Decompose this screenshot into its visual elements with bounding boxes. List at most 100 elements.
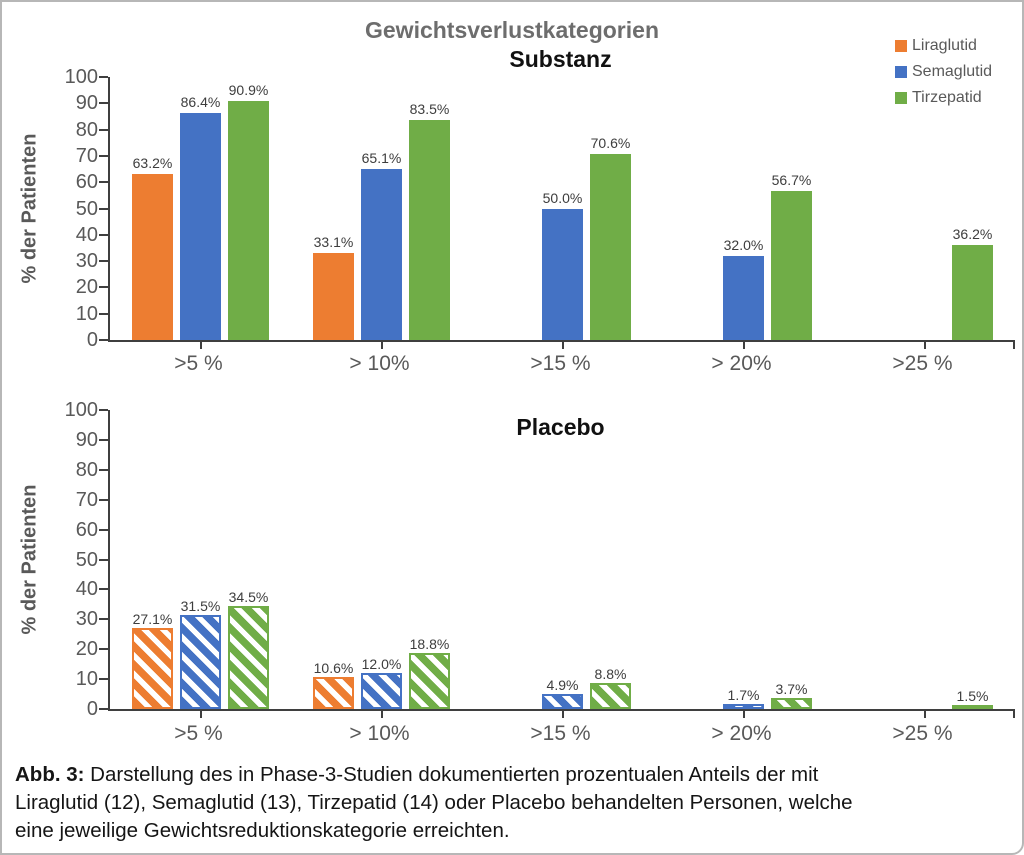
bar-slot: 50.0% bbox=[542, 77, 583, 340]
legend-item-tirzepatid: Tirzepatid bbox=[895, 90, 992, 106]
bar-value-label: 70.6% bbox=[590, 135, 631, 152]
category-group: 4.9% 8.8% bbox=[472, 410, 653, 718]
category-group: 27.1% 31.5% 34.5% bbox=[110, 410, 291, 718]
plot-area-placebo: 27.1% 31.5% 34.5% 10.6% 12.0% 18.8% 4.9% 8.8% 1.… bbox=[99, 409, 1015, 718]
bar-slot: 65.1% bbox=[361, 77, 402, 340]
caption-line: Abb. 3: Darstellung des in Phase-3-Studi… bbox=[15, 761, 1010, 789]
bar-tirzepatid: 83.5% bbox=[409, 102, 450, 340]
y-tick-mark bbox=[99, 588, 108, 591]
y-tick-label: 100 bbox=[64, 399, 98, 421]
bar-slot: 31.5% bbox=[180, 410, 221, 709]
x-axis-category-label: > 10% bbox=[349, 722, 410, 745]
category-group: 32.0% 56.7% bbox=[653, 77, 834, 349]
legend-label: Tirzepatid bbox=[912, 89, 982, 106]
y-tick-mark bbox=[99, 233, 108, 236]
bar-value-label: 18.8% bbox=[409, 635, 450, 652]
x-tick-mark bbox=[380, 711, 383, 718]
y-tick-mark bbox=[99, 260, 108, 263]
category-group: 1.5% bbox=[834, 410, 1015, 718]
bar-liraglutid: 33.1% bbox=[313, 235, 354, 340]
bar-value-label: 32.0% bbox=[723, 236, 764, 253]
bar-value-label: 63.2% bbox=[132, 154, 173, 171]
bar-value-label: 27.1% bbox=[132, 610, 173, 627]
category-group: 63.2% 86.4% 90.9% bbox=[110, 77, 291, 349]
x-axis-category-label: >15 % bbox=[530, 352, 591, 375]
y-tick-label: 60 bbox=[75, 518, 98, 541]
chart-subtitle-substanz: Substanz bbox=[509, 46, 612, 72]
bar-value-label: 31.5% bbox=[180, 597, 221, 614]
x-axis-category-label: > 20% bbox=[711, 722, 772, 745]
y-tick-mark bbox=[99, 207, 108, 210]
y-tick-label: 20 bbox=[75, 276, 98, 299]
x-axis-labels: >5 % > 10% >15 % > 20% >25 % bbox=[108, 723, 1013, 744]
y-axis-tick-labels: 0 10 20 30 40 50 60 70 80 90 100 bbox=[42, 400, 98, 719]
bar-liraglutid: 10.6% bbox=[313, 661, 354, 709]
y-tick-mark bbox=[99, 286, 108, 289]
figure-title: Gewichtsverlustkategorien bbox=[365, 17, 659, 43]
caption-text-1: Darstellung des in Phase-3-Studien dokum… bbox=[90, 763, 819, 786]
y-tick-label: 100 bbox=[64, 66, 98, 88]
y-tick-label: 90 bbox=[75, 92, 98, 115]
x-tick-mark bbox=[923, 342, 926, 349]
caption-text-2: Liraglutid (12), Semaglutid (13), Tirzep… bbox=[15, 791, 853, 814]
bar-semaglutid: 4.9% bbox=[542, 678, 583, 709]
category-group: 36.2% bbox=[834, 77, 1015, 349]
bar-slot: 32.0% bbox=[723, 77, 764, 340]
bar-value-label: 1.7% bbox=[727, 686, 760, 703]
bar-tirzepatid: 36.2% bbox=[952, 227, 993, 340]
legend: Liraglutid Semaglutid Tirzepatid bbox=[895, 38, 992, 106]
y-tick-mark bbox=[99, 468, 108, 471]
y-tick-mark bbox=[99, 618, 108, 621]
x-tick-mark bbox=[923, 711, 926, 718]
bar-slot: 12.0% bbox=[361, 410, 402, 709]
bar-value-label: 1.5% bbox=[956, 687, 989, 704]
category-group: 33.1% 65.1% 83.5% bbox=[291, 77, 472, 349]
bar-semaglutid: 86.4% bbox=[180, 95, 221, 340]
y-tick-mark bbox=[99, 102, 108, 105]
bar-slot: 33.1% bbox=[313, 77, 354, 340]
bar-tirzepatid: 18.8% bbox=[409, 637, 450, 709]
caption-label: Abb. 3: bbox=[15, 763, 85, 786]
bar-value-label: 86.4% bbox=[180, 93, 221, 110]
y-tick-mark bbox=[99, 438, 108, 441]
bar-tirzepatid: 3.7% bbox=[771, 682, 812, 709]
x-tick-mark bbox=[199, 342, 202, 349]
y-tick-mark bbox=[99, 678, 108, 681]
bar-value-label: 50.0% bbox=[542, 189, 583, 206]
bar-slot: 36.2% bbox=[952, 77, 993, 340]
bar-tirzepatid: 1.5% bbox=[952, 689, 993, 709]
y-tick-mark bbox=[99, 409, 108, 411]
bar-value-label: 12.0% bbox=[361, 656, 402, 673]
bar-semaglutid: 12.0% bbox=[361, 657, 402, 709]
x-axis-category-label: >25 % bbox=[892, 722, 953, 745]
bar-slot: 56.7% bbox=[771, 77, 812, 340]
bar-slot: 8.8% bbox=[590, 410, 631, 709]
y-tick-label: 10 bbox=[75, 668, 98, 691]
bar-tirzepatid: 56.7% bbox=[771, 173, 812, 340]
y-tick-mark bbox=[99, 154, 108, 157]
x-axis-category-label: >15 % bbox=[530, 722, 591, 745]
plot-area-substanz: 63.2% 86.4% 90.9% 33.1% 65.1% 83.5% 50.0% 70.6%… bbox=[99, 76, 1015, 349]
x-tick-mark bbox=[742, 342, 745, 349]
bar-value-label: 33.1% bbox=[313, 233, 354, 250]
y-tick-label: 20 bbox=[75, 638, 98, 661]
bar-slot: 86.4% bbox=[180, 77, 221, 340]
bar-semaglutid: 1.7% bbox=[723, 688, 764, 709]
x-axis-category-label: > 20% bbox=[711, 352, 772, 375]
y-tick-mark bbox=[99, 312, 108, 315]
y-tick-label: 0 bbox=[86, 698, 98, 720]
x-axis-category-label: >5 % bbox=[174, 722, 223, 745]
y-tick-label: 80 bbox=[75, 458, 98, 481]
bar-tirzepatid: 90.9% bbox=[228, 83, 269, 340]
category-group: 50.0% 70.6% bbox=[472, 77, 653, 349]
bar-semaglutid: 32.0% bbox=[723, 238, 764, 340]
caption-text-3: eine jeweilige Gewichtsreduktionskategor… bbox=[15, 819, 510, 842]
bar-slot: 10.6% bbox=[313, 410, 354, 709]
bar-slot: 3.7% bbox=[771, 410, 812, 709]
bar-slot: 70.6% bbox=[590, 77, 631, 340]
bar-value-label: 8.8% bbox=[594, 665, 627, 682]
y-tick-label: 40 bbox=[75, 578, 98, 601]
bar-slot: 1.7% bbox=[723, 410, 764, 709]
